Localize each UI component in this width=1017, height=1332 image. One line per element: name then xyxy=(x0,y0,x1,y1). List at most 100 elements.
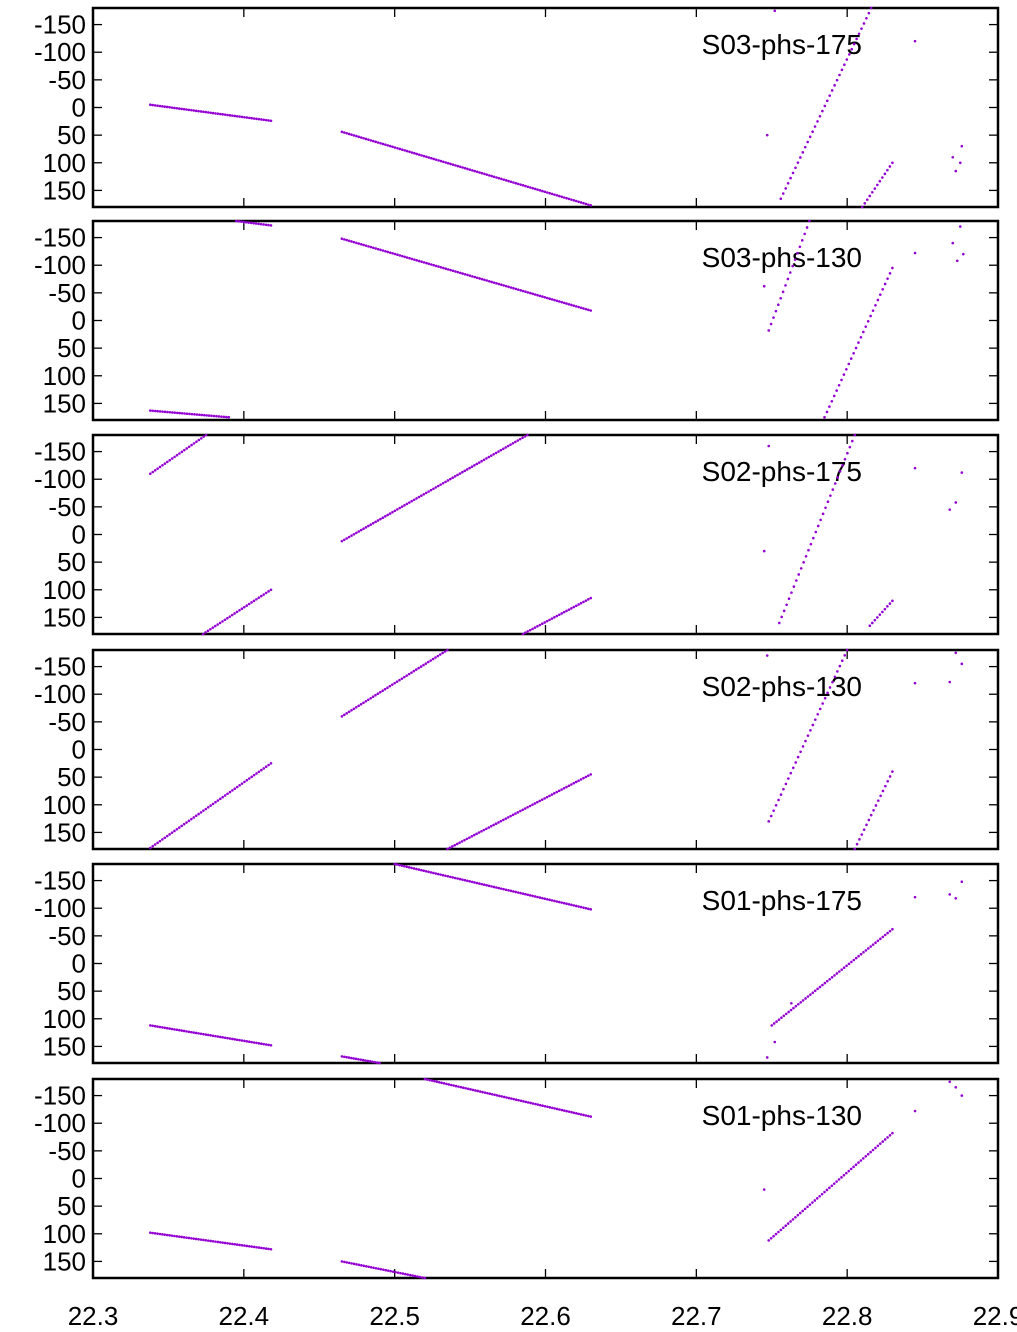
data-point xyxy=(347,1261,351,1265)
data-point xyxy=(235,1038,239,1042)
data-point xyxy=(173,1234,176,1238)
data-point xyxy=(149,409,152,412)
data-point xyxy=(522,1100,525,1103)
data-point xyxy=(390,683,394,686)
data-point xyxy=(773,9,777,13)
data-point xyxy=(177,826,181,829)
data-point xyxy=(352,707,356,711)
data-point xyxy=(205,414,208,417)
panel-label: S02-phs-130 xyxy=(702,671,862,702)
data-point xyxy=(359,528,363,532)
data-point xyxy=(511,813,515,817)
data-point xyxy=(153,1232,157,1235)
data-point xyxy=(354,705,358,709)
data-point xyxy=(835,78,839,82)
data-point xyxy=(173,829,176,833)
data-point xyxy=(197,438,201,442)
data-point xyxy=(492,175,496,179)
data-point xyxy=(163,105,167,108)
data-point xyxy=(394,1270,397,1274)
data-point xyxy=(502,447,505,451)
data-point xyxy=(350,1056,353,1060)
data-point xyxy=(217,415,221,418)
panel-frame xyxy=(91,862,1000,1065)
data-point xyxy=(557,789,561,793)
data-point xyxy=(458,271,462,275)
data-point xyxy=(352,532,356,536)
data-point xyxy=(407,866,411,869)
data-point xyxy=(543,295,547,299)
data-point xyxy=(862,1157,865,1160)
data-point xyxy=(541,896,544,900)
data-point xyxy=(859,952,863,956)
data-point xyxy=(420,260,423,264)
data-point xyxy=(562,301,566,305)
data-point xyxy=(811,130,814,134)
data-point xyxy=(801,1209,804,1213)
data-point xyxy=(811,723,815,727)
data-point xyxy=(391,145,394,149)
data-point xyxy=(173,1028,176,1031)
data-point xyxy=(779,197,783,201)
data-point xyxy=(871,943,875,946)
y-tick-label: -150 xyxy=(34,10,86,40)
data-point xyxy=(526,805,529,809)
data-point xyxy=(163,410,167,414)
data-point xyxy=(545,191,549,194)
data-point xyxy=(466,167,469,171)
data-point xyxy=(386,1269,390,1272)
data-point xyxy=(509,443,512,446)
data-point xyxy=(384,1268,388,1272)
data-point xyxy=(441,481,445,485)
data-point xyxy=(587,774,590,777)
data-point xyxy=(187,819,191,823)
data-point xyxy=(809,993,812,996)
data-point xyxy=(153,104,157,107)
x-tick-label: 22.7 xyxy=(671,1301,722,1331)
data-point xyxy=(355,1263,358,1266)
data-point xyxy=(536,1103,540,1106)
data-point xyxy=(789,1220,792,1223)
data-point xyxy=(347,535,351,539)
data-point xyxy=(570,783,573,786)
data-point xyxy=(859,1159,863,1162)
data-point xyxy=(509,286,513,289)
data-point xyxy=(577,200,580,204)
data-point xyxy=(228,790,232,794)
data-point xyxy=(359,242,363,246)
data-point xyxy=(488,1092,492,1096)
data-point xyxy=(177,1028,181,1032)
data-point xyxy=(796,161,800,164)
data-point xyxy=(202,809,205,812)
data-point xyxy=(254,222,258,225)
data-point xyxy=(260,1042,263,1046)
data-point xyxy=(765,133,769,137)
data-point xyxy=(833,675,837,679)
data-point xyxy=(400,254,404,258)
data-point xyxy=(799,1001,803,1004)
data-point xyxy=(772,1022,776,1025)
data-point xyxy=(426,660,430,664)
data-point xyxy=(376,141,380,144)
data-point xyxy=(543,797,546,800)
data-point xyxy=(257,222,260,226)
panel-frame xyxy=(91,433,1000,636)
data-point xyxy=(235,114,239,118)
data-point xyxy=(876,298,880,302)
data-point xyxy=(833,974,836,977)
data-point xyxy=(481,1090,484,1094)
data-point xyxy=(226,616,229,620)
data-point xyxy=(579,778,583,781)
data-point xyxy=(536,800,539,804)
data-point xyxy=(245,116,249,119)
data-point xyxy=(357,135,361,139)
data-point xyxy=(395,680,399,683)
data-point xyxy=(538,623,542,627)
data-point xyxy=(514,1098,518,1102)
data-point xyxy=(463,166,467,170)
data-point xyxy=(480,882,484,886)
data-point xyxy=(475,170,479,174)
data-point xyxy=(192,1031,196,1034)
data-point xyxy=(809,729,812,732)
